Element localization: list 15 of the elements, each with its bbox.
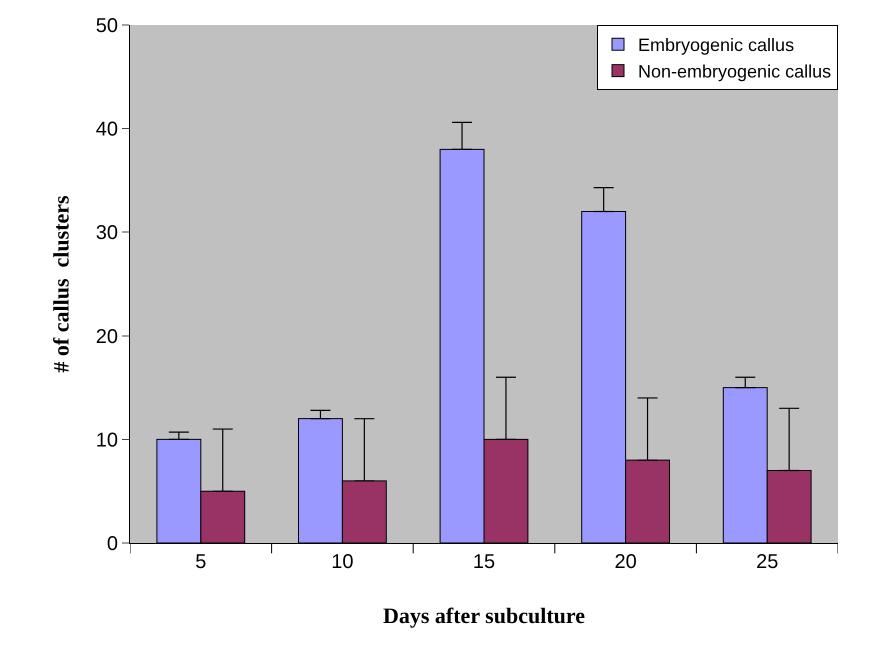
x-tick-label: 10 [331, 551, 354, 573]
x-axis-title: Days after subculture [382, 602, 586, 628]
y-axis-title: # of callus clusters [48, 194, 74, 373]
y-tick-label: 50 [96, 15, 118, 37]
x-tick-label: 20 [614, 551, 637, 573]
x-tick-label: 25 [756, 551, 778, 573]
y-tick-label: 0 [106, 533, 118, 555]
y-tick-label: 30 [96, 222, 118, 244]
legend-label: Embryogenic callus [638, 35, 794, 56]
x-tick-label: 5 [195, 551, 206, 573]
legend-label: Non-embryogenic callus [638, 62, 832, 82]
y-tick-label: 10 [96, 429, 118, 452]
x-tick-label: 15 [472, 551, 496, 573]
y-tick-label: 20 [96, 326, 118, 348]
y-tick-label: 40 [96, 118, 118, 141]
